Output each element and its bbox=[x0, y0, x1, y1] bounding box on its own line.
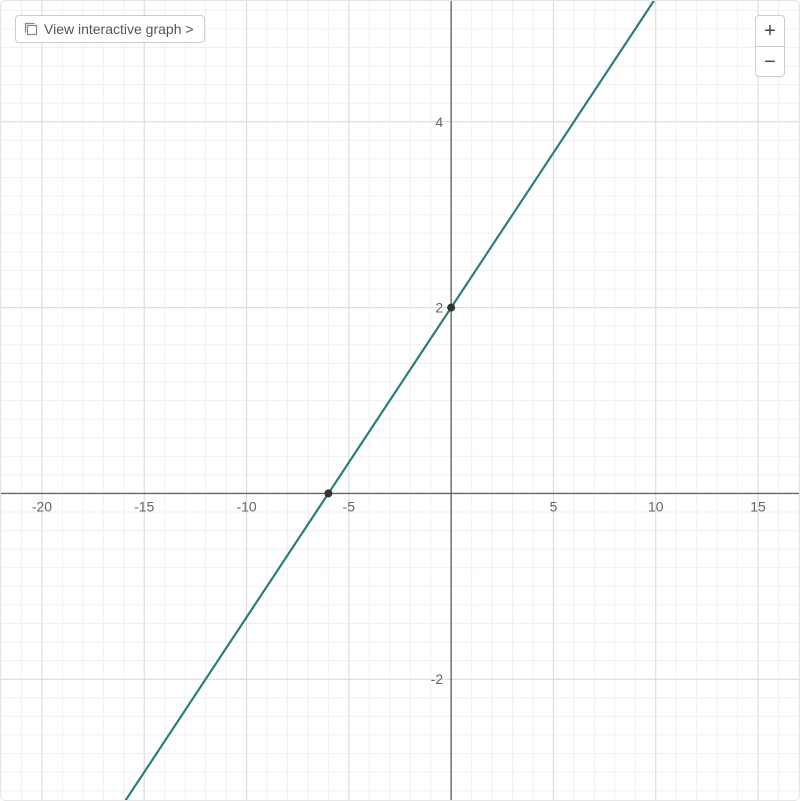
view-interactive-label: View interactive graph > bbox=[44, 21, 194, 37]
x-tick-label: -20 bbox=[32, 498, 52, 514]
plus-icon: + bbox=[764, 21, 776, 41]
x-tick-label: 15 bbox=[750, 498, 766, 514]
popout-icon bbox=[24, 22, 38, 36]
zoom-in-button[interactable]: + bbox=[756, 16, 784, 46]
x-tick-label: -15 bbox=[134, 498, 154, 514]
x-tick-label: -10 bbox=[236, 498, 256, 514]
view-interactive-button[interactable]: View interactive graph > bbox=[15, 15, 205, 43]
y-tick-label: -2 bbox=[431, 671, 444, 687]
x-tick-label: -5 bbox=[343, 498, 356, 514]
graph-container: -20 -15 -10 -5 5 10 15 -2 2 4 View interactive gr… bbox=[0, 0, 800, 801]
zoom-controls: + − bbox=[755, 15, 785, 77]
y-tick-label: 4 bbox=[435, 114, 443, 130]
x-tick-label: 10 bbox=[648, 498, 664, 514]
zoom-out-button[interactable]: − bbox=[756, 46, 784, 76]
minus-icon: − bbox=[764, 52, 776, 72]
coordinate-plot: -20 -15 -10 -5 5 10 15 -2 2 4 bbox=[1, 1, 799, 800]
x-tick-label: 5 bbox=[550, 498, 558, 514]
y-tick-label: 2 bbox=[435, 300, 443, 316]
